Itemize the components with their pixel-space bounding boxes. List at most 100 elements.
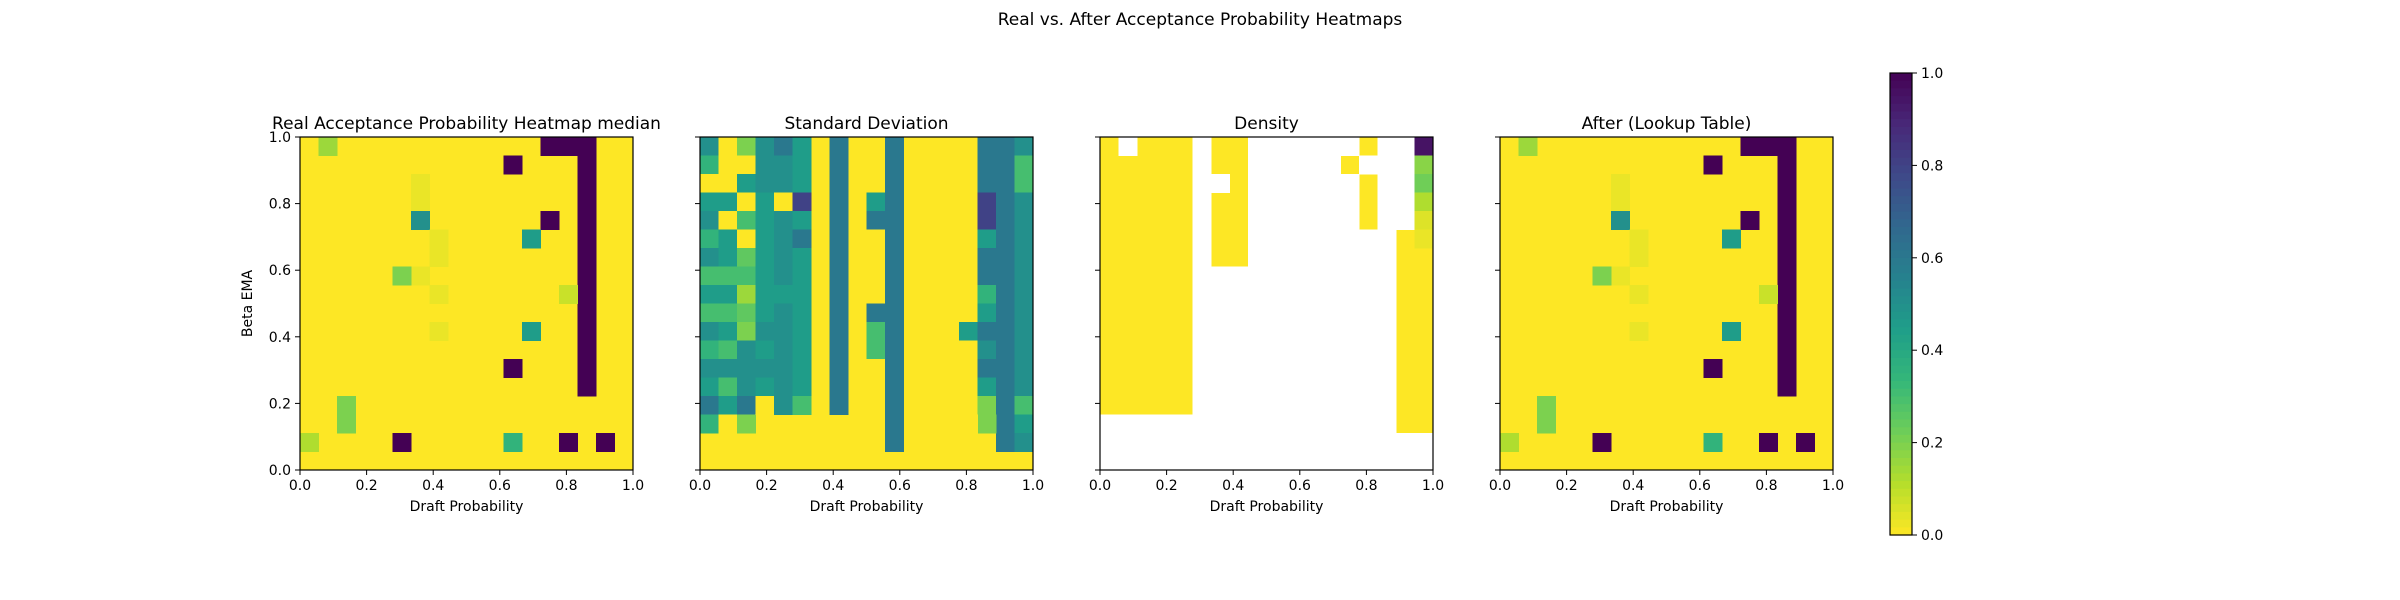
heatmap-cell	[885, 192, 904, 212]
heatmap-cell-empty	[1248, 174, 1267, 193]
heatmap-cell	[1014, 192, 1034, 212]
heatmap-cell	[885, 396, 904, 415]
heatmap-cell-empty	[1192, 229, 1212, 249]
heatmap-cell	[977, 303, 997, 323]
heatmap-cell	[1629, 248, 1649, 267]
heatmap-cell-empty	[1266, 322, 1286, 341]
colorbar-tick-label: 0.2	[1921, 436, 1943, 452]
heatmap-cell	[866, 248, 886, 267]
heatmap-cell	[977, 229, 997, 249]
heatmap-cell	[959, 359, 978, 378]
heatmap-cell-empty	[1322, 192, 1341, 212]
colorbar-tick-label: 0.4	[1921, 343, 1943, 359]
panel-title: Standard Deviation	[784, 114, 948, 134]
heatmap-cell-empty	[1340, 396, 1360, 415]
heatmap-cell	[996, 322, 1015, 341]
colorbar-segment	[1890, 96, 1912, 105]
heatmap-cell-empty	[1192, 285, 1212, 304]
heatmap-cell	[866, 340, 886, 360]
heatmap-cell	[774, 211, 793, 230]
heatmap-cell-empty	[1266, 285, 1286, 304]
heatmap-cell	[866, 229, 886, 249]
heatmap-cell-empty	[1192, 174, 1212, 193]
suptitle: Real vs. After Acceptance Probability He…	[998, 10, 1403, 30]
heatmap-cell	[737, 414, 756, 434]
heatmap-cell-empty	[1248, 192, 1267, 212]
heatmap-cell	[503, 433, 523, 452]
colorbar-segment	[1890, 304, 1912, 313]
heatmap-cell-empty	[1377, 359, 1397, 378]
heatmap-cell	[996, 414, 1015, 434]
colorbar-segment	[1890, 134, 1912, 143]
colorbar-segment	[1890, 342, 1912, 351]
heatmap-cell	[885, 285, 904, 304]
x-tick-label: 1.0	[1422, 478, 1444, 494]
heatmap-cell	[1777, 248, 1797, 267]
heatmap-cell	[774, 396, 793, 415]
heatmap-cell	[718, 174, 738, 193]
heatmap-cell-empty	[1377, 303, 1397, 323]
heatmap-cell-empty	[1229, 340, 1249, 360]
heatmap-cell-empty	[1359, 433, 1378, 452]
colorbar: 0.0 0.2 0.4 0.6 0.8 1.0	[1889, 66, 1943, 544]
heatmap-panel-3: Density 0.0 0.2 0.4 0.6 0.8 1.0 Draft Probabili…	[1089, 114, 1444, 515]
heatmap-cell	[774, 229, 793, 249]
heatmap-cell-empty	[1118, 433, 1138, 452]
heatmap-cell	[866, 192, 886, 212]
heatmap-cell	[1592, 433, 1612, 452]
heatmap-cell	[1722, 229, 1741, 249]
heatmap-cell-empty	[1192, 340, 1212, 360]
heatmap-cell-empty	[1174, 433, 1193, 452]
heatmap-cell-empty	[1285, 359, 1304, 378]
colorbar-frame	[1889, 72, 1913, 536]
heatmap-cell	[737, 340, 756, 360]
heatmap-cell-empty	[1192, 451, 1212, 471]
heatmap-cell-empty	[1359, 451, 1378, 471]
heatmap-cell-empty	[1340, 229, 1360, 249]
heatmap-cell	[829, 322, 849, 341]
heatmap-cell	[866, 155, 886, 175]
heatmap-cell-empty	[1340, 303, 1360, 323]
heatmap-cell	[1777, 192, 1797, 212]
heatmap-cell-empty	[1229, 414, 1249, 434]
heatmap-cell	[774, 266, 793, 286]
heatmap-cell	[774, 377, 793, 397]
heatmap-cell-empty	[1322, 211, 1341, 230]
colorbar-segment	[1890, 396, 1912, 405]
heatmap-cell	[700, 377, 719, 397]
heatmap-cell	[885, 433, 904, 452]
panel-title: Real Acceptance Probability Heatmap medi…	[272, 114, 661, 134]
heatmap-cell-empty	[1359, 248, 1378, 267]
heatmap-cell	[737, 174, 756, 193]
heatmap-cell	[1777, 266, 1797, 286]
heatmap-cell	[885, 303, 904, 323]
heatmap-cell-empty	[1303, 192, 1323, 212]
x-tick-label: 0.4	[1222, 478, 1244, 494]
heatmap-cell	[1777, 211, 1797, 230]
x-axis-label: Draft Probability	[410, 499, 524, 515]
heatmap-cell	[885, 266, 904, 286]
colorbar-segment	[1890, 373, 1912, 382]
heatmap-cell	[829, 266, 849, 286]
heatmap-cell	[755, 285, 775, 304]
heatmap-cell	[718, 266, 738, 286]
axes-frame	[299, 136, 634, 471]
colorbar-segment	[1890, 188, 1912, 197]
heatmap-cell-empty	[1192, 211, 1212, 230]
heatmap-cell	[596, 433, 615, 452]
colorbar-segment	[1890, 273, 1912, 282]
colorbar-segment	[1890, 365, 1912, 374]
heatmap-cell-empty	[1229, 433, 1249, 452]
heatmap-cell	[996, 340, 1015, 360]
heatmap-cell-empty	[1340, 359, 1360, 378]
heatmap-cell	[792, 229, 812, 249]
heatmap-cell-empty	[1340, 192, 1360, 212]
colorbar-segment	[1890, 119, 1912, 128]
heatmap-cell	[1759, 433, 1778, 452]
heatmap-cell-empty	[1396, 137, 1415, 156]
heatmap-cell	[774, 285, 793, 304]
heatmap-cell-empty	[1137, 433, 1156, 452]
heatmap-cell-empty	[1303, 174, 1323, 193]
heatmap-cell	[718, 396, 738, 415]
colorbar-segment	[1890, 242, 1912, 251]
